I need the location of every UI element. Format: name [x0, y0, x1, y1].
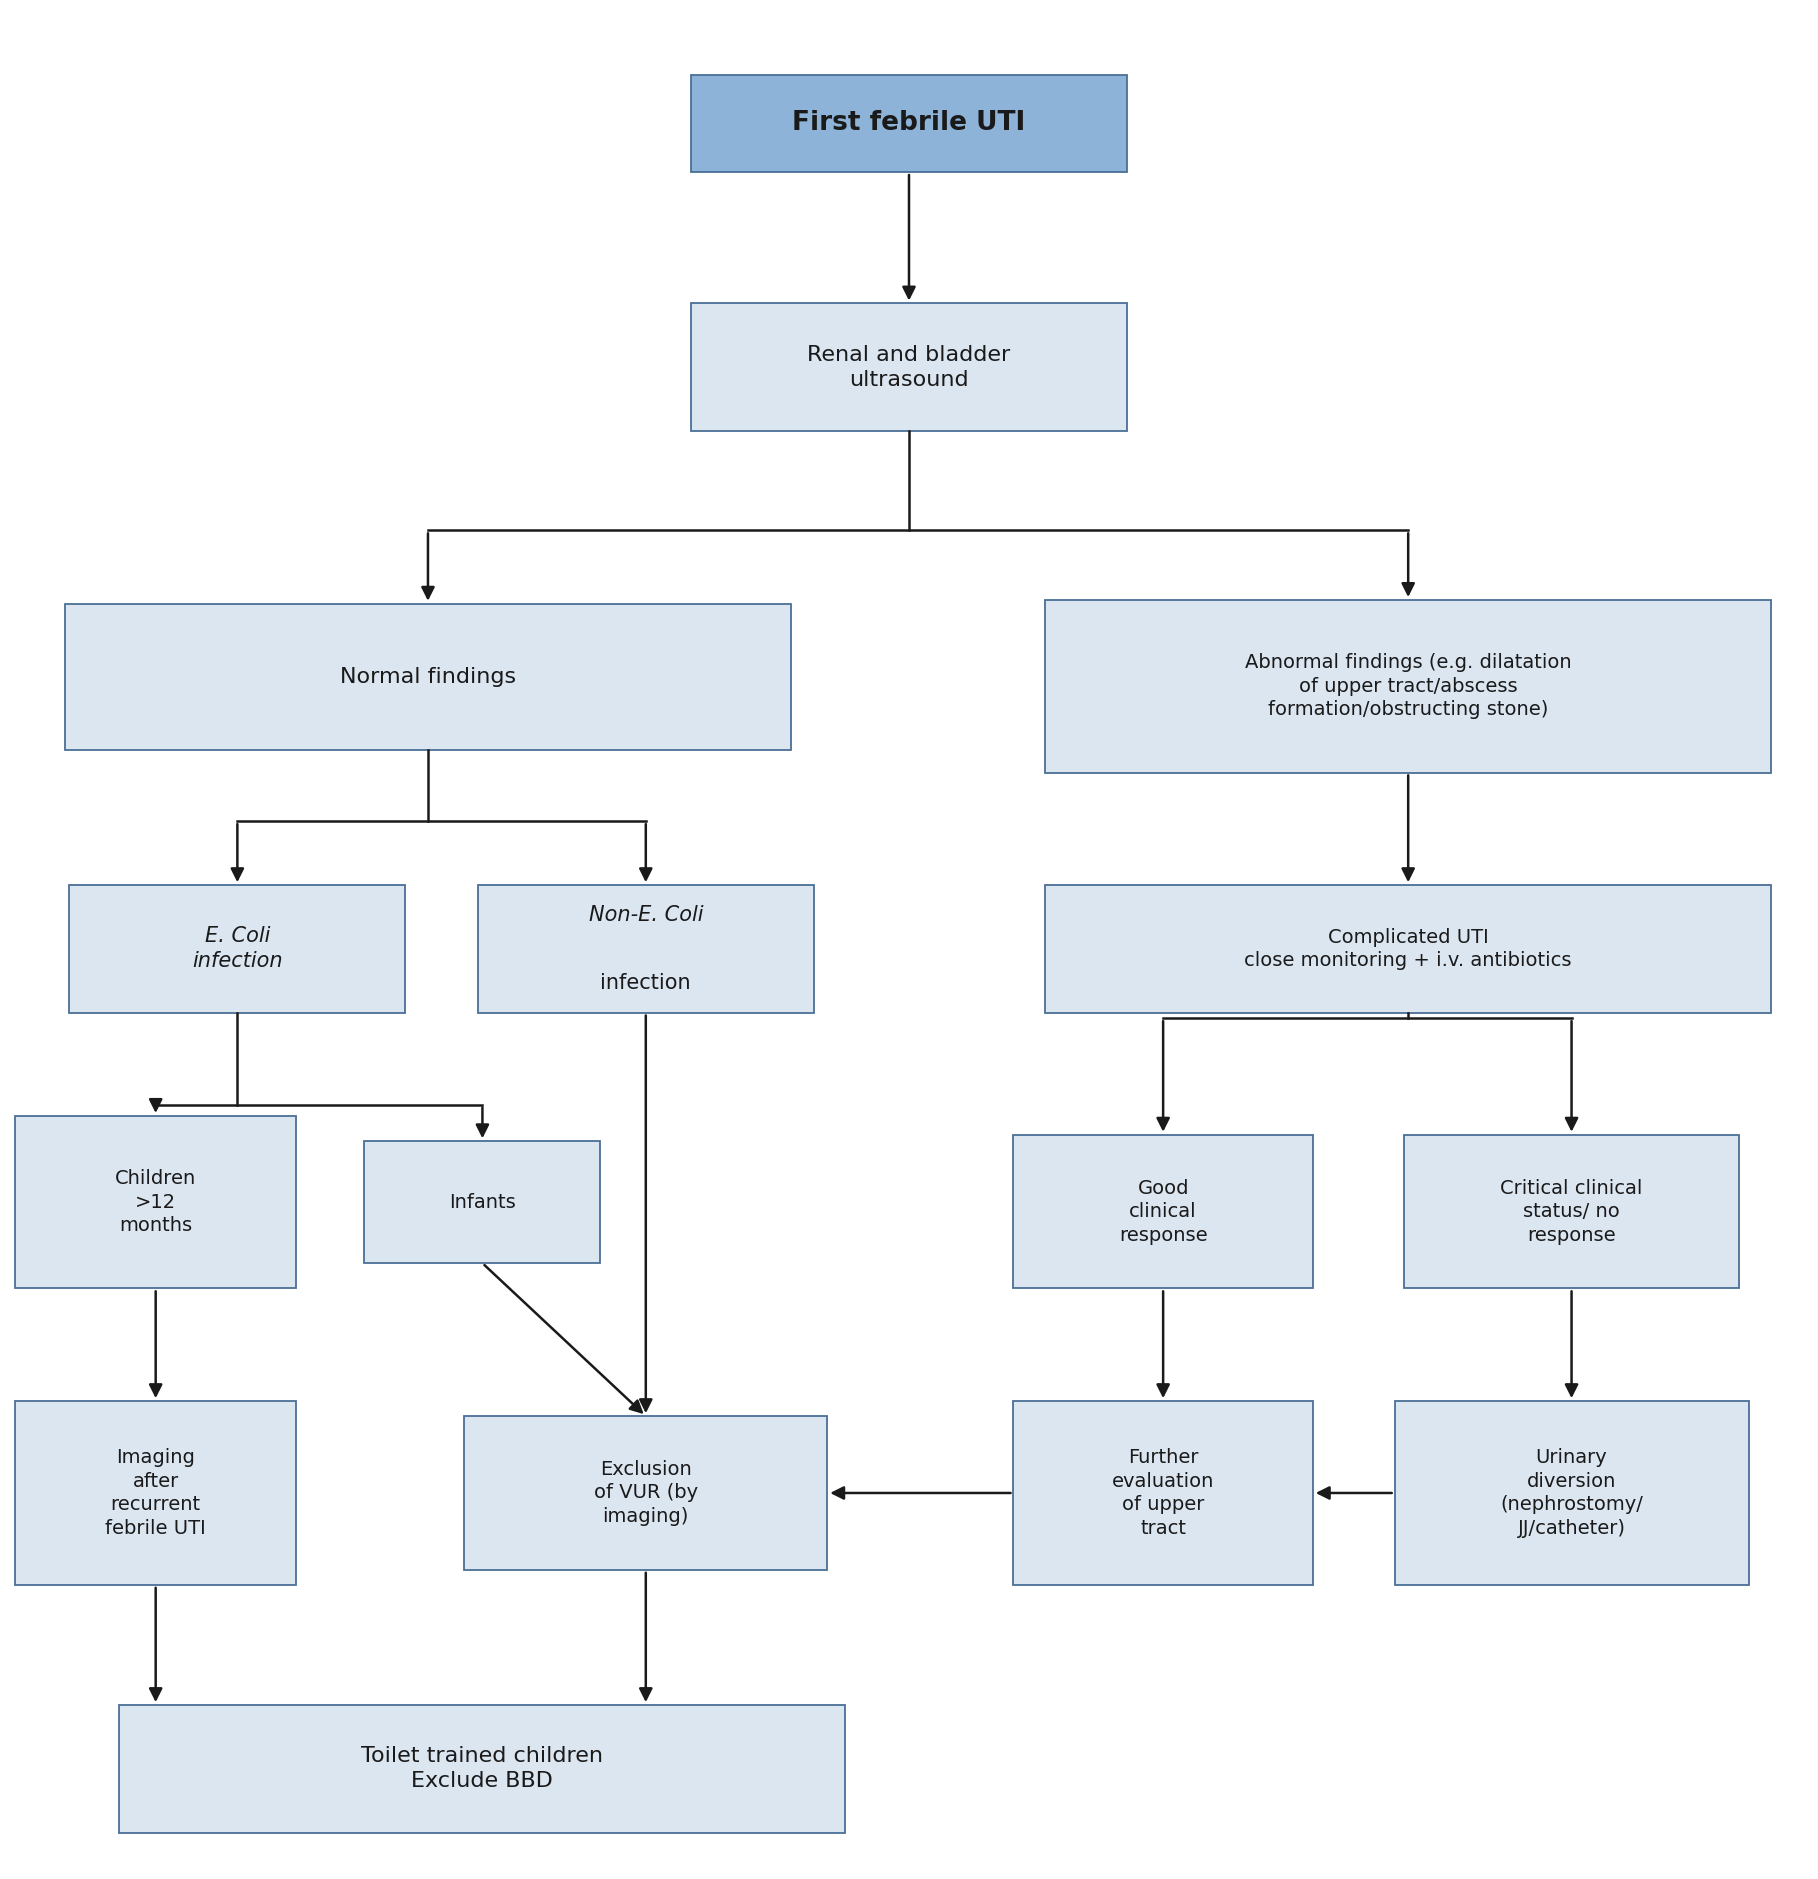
Text: Normal findings: Normal findings [340, 667, 516, 688]
FancyBboxPatch shape [1045, 599, 1771, 772]
Text: First febrile UTI: First febrile UTI [793, 111, 1025, 137]
Text: Non-E. Coli: Non-E. Coli [589, 906, 704, 924]
FancyBboxPatch shape [1013, 1135, 1313, 1289]
Text: Children
>12
months: Children >12 months [115, 1169, 196, 1235]
FancyBboxPatch shape [482, 889, 811, 1009]
FancyBboxPatch shape [691, 304, 1127, 430]
FancyBboxPatch shape [1403, 1135, 1740, 1289]
Text: E. Coli
infection: E. Coli infection [193, 926, 282, 971]
Text: Good
clinical
response: Good clinical response [1118, 1178, 1207, 1244]
Text: Further
evaluation
of upper
tract: Further evaluation of upper tract [1113, 1449, 1214, 1537]
Text: Imaging
after
recurrent
febrile UTI: Imaging after recurrent febrile UTI [105, 1449, 205, 1537]
Text: Exclusion
of VUR (by
imaging): Exclusion of VUR (by imaging) [594, 1460, 698, 1526]
FancyBboxPatch shape [478, 885, 814, 1013]
Text: Infants: Infants [449, 1193, 516, 1212]
Text: Abnormal findings (e.g. dilatation
of upper tract/abscess
formation/obstructing : Abnormal findings (e.g. dilatation of up… [1245, 654, 1571, 720]
Text: Non-E. Coli
infection: Non-E. Coli infection [589, 926, 704, 971]
Text: Complicated UTI
close monitoring + i.v. antibiotics: Complicated UTI close monitoring + i.v. … [1245, 928, 1573, 970]
Text: Renal and bladder
ultrasound: Renal and bladder ultrasound [807, 346, 1011, 389]
FancyBboxPatch shape [1394, 1402, 1749, 1584]
FancyBboxPatch shape [65, 603, 791, 750]
Text: Critical clinical
status/ no
response: Critical clinical status/ no response [1500, 1178, 1643, 1244]
FancyBboxPatch shape [1045, 885, 1771, 1013]
FancyBboxPatch shape [464, 1417, 827, 1571]
FancyBboxPatch shape [691, 75, 1127, 173]
FancyBboxPatch shape [15, 1116, 296, 1289]
FancyBboxPatch shape [69, 885, 405, 1013]
FancyBboxPatch shape [15, 1402, 296, 1584]
Text: infection: infection [600, 973, 691, 992]
Text: Urinary
diversion
(nephrostomy/
JJ/catheter): Urinary diversion (nephrostomy/ JJ/cathe… [1500, 1449, 1643, 1537]
FancyBboxPatch shape [1013, 1402, 1313, 1584]
FancyBboxPatch shape [120, 1704, 845, 1832]
Text: Toilet trained children
Exclude BBD: Toilet trained children Exclude BBD [362, 1746, 604, 1791]
FancyBboxPatch shape [364, 1141, 600, 1263]
